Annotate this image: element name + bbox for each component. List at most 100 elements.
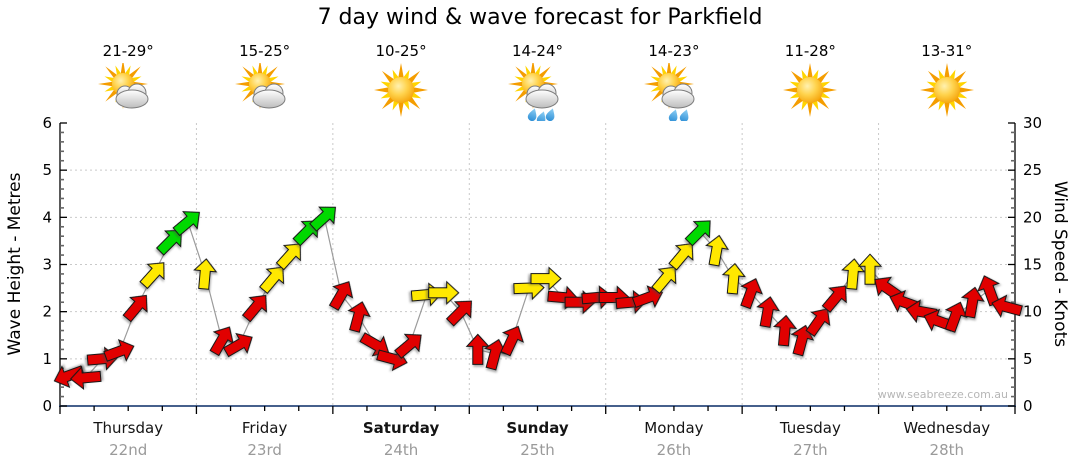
- left-axis-tick-label: 6: [42, 114, 52, 132]
- wind-arrow: [857, 253, 883, 285]
- wind-arrow: [155, 229, 182, 256]
- day-temp-range: 10-25°: [375, 42, 427, 60]
- sun-icon: [917, 63, 977, 121]
- wind-arrow: [376, 347, 408, 372]
- left-axis-tick-label: 1: [42, 350, 52, 368]
- wind-arrow: [668, 243, 694, 271]
- day-name: Thursday: [93, 419, 164, 437]
- right-axis-tick-label: 30: [1023, 114, 1042, 132]
- wind-arrow: [209, 326, 234, 357]
- left-axis-tick-label: 4: [42, 208, 52, 226]
- day-date: 26th: [656, 441, 692, 459]
- wind-arrow: [651, 266, 677, 295]
- left-axis-tick-label: 2: [42, 303, 52, 321]
- wind-arrow: [530, 266, 562, 291]
- wind-arrow: [292, 220, 319, 247]
- right-axis-tick-label: 25: [1023, 161, 1042, 179]
- wind-arrow: [410, 282, 443, 307]
- wind-arrow: [631, 285, 664, 309]
- series-connector-line: [68, 216, 1007, 379]
- wind-arrow: [889, 289, 921, 313]
- day-temp-range: 15-25°: [239, 42, 291, 60]
- wind-arrow: [615, 289, 647, 315]
- wind-arrow: [598, 285, 630, 310]
- day-date: 22nd: [109, 441, 148, 459]
- day-name: Tuesday: [779, 419, 841, 437]
- day-date: 25th: [520, 441, 555, 459]
- wind-arrow: [347, 301, 371, 333]
- day-temp-range: 14-24°: [511, 42, 564, 60]
- sun-cloud-rain-icon: [507, 59, 568, 125]
- right-axis-title: Wind Speed - Knots: [1050, 180, 1070, 348]
- wind-arrow: [705, 234, 729, 267]
- day-name: Saturday: [362, 419, 440, 437]
- wind-arrow: [960, 286, 985, 319]
- left-axis-tick-label: 0: [42, 397, 52, 415]
- day-date: 23rd: [247, 441, 282, 459]
- wind-arrow: [977, 275, 1000, 307]
- wind-arrow: [103, 339, 135, 362]
- wind-arrow: [139, 262, 165, 290]
- left-axis-title: Wave Height - Metres: [5, 172, 25, 356]
- wind-arrow: [445, 300, 472, 327]
- wind-arrow: [841, 258, 866, 290]
- day-name: Friday: [241, 419, 288, 437]
- wind-arrow: [821, 285, 847, 313]
- wind-arrow: [483, 338, 508, 371]
- wind-arrow: [790, 324, 815, 357]
- wind-arrow: [772, 314, 798, 347]
- wind-arrow: [172, 211, 200, 237]
- day-temp-range: 11-28°: [784, 42, 836, 60]
- day-name: Sunday: [506, 419, 569, 437]
- sun-icon: [780, 63, 840, 121]
- right-axis-tick-label: 0: [1023, 397, 1033, 415]
- wind-arrow: [86, 346, 119, 371]
- day-date: 24th: [383, 441, 419, 459]
- right-axis-tick-label: 15: [1023, 256, 1042, 274]
- day-temp-range: 14-23°: [648, 42, 700, 60]
- wind-arrow: [513, 275, 545, 301]
- wind-arrow: [241, 294, 268, 323]
- wind-arrow: [309, 206, 336, 232]
- wind-arrow: [122, 294, 148, 323]
- sun-cloud-icon: [98, 59, 158, 121]
- wind-arrow: [564, 290, 596, 315]
- right-axis-tick-label: 10: [1023, 303, 1042, 321]
- wind-arrow: [944, 301, 968, 333]
- watermark: www.seabreeze.com.au: [877, 388, 1008, 401]
- day-date: 27th: [793, 441, 828, 459]
- left-axis-tick-label: 5: [42, 161, 52, 179]
- wind-arrow: [991, 294, 1023, 318]
- wind-arrow: [259, 266, 285, 295]
- wind-arrow: [465, 333, 490, 365]
- wind-arrow-series: [53, 206, 1023, 391]
- axes: [59, 122, 1016, 414]
- wind-arrow: [547, 285, 579, 310]
- wind-arrow: [740, 278, 763, 310]
- wind-arrow: [874, 276, 903, 302]
- wind-arrow: [275, 243, 301, 271]
- wind-arrow: [222, 332, 253, 358]
- wind-arrow: [805, 308, 831, 337]
- wind-arrow: [69, 365, 102, 391]
- wind-arrow: [500, 325, 524, 357]
- wind-arrow: [721, 262, 746, 295]
- wind-arrow: [428, 280, 460, 305]
- day-temp-range: 13-31°: [921, 42, 973, 60]
- wind-arrow: [394, 333, 422, 359]
- sun-icon: [371, 63, 431, 121]
- day-name: Monday: [644, 419, 704, 437]
- wind-arrow: [328, 281, 354, 311]
- wind-arrow: [905, 299, 938, 324]
- gridlines: [60, 123, 1015, 406]
- right-axis-tick-label: 5: [1023, 350, 1033, 368]
- page-title: 7 day wind & wave forecast for Parkfield: [317, 5, 763, 30]
- wind-arrow: [581, 285, 613, 310]
- day-name: Wednesday: [903, 419, 991, 437]
- wind-arrow: [684, 220, 711, 247]
- wind-arrow: [193, 258, 218, 290]
- sun-cloud-icon: [234, 59, 295, 121]
- wind-arrow: [923, 308, 955, 332]
- right-axis-tick-label: 20: [1023, 208, 1042, 226]
